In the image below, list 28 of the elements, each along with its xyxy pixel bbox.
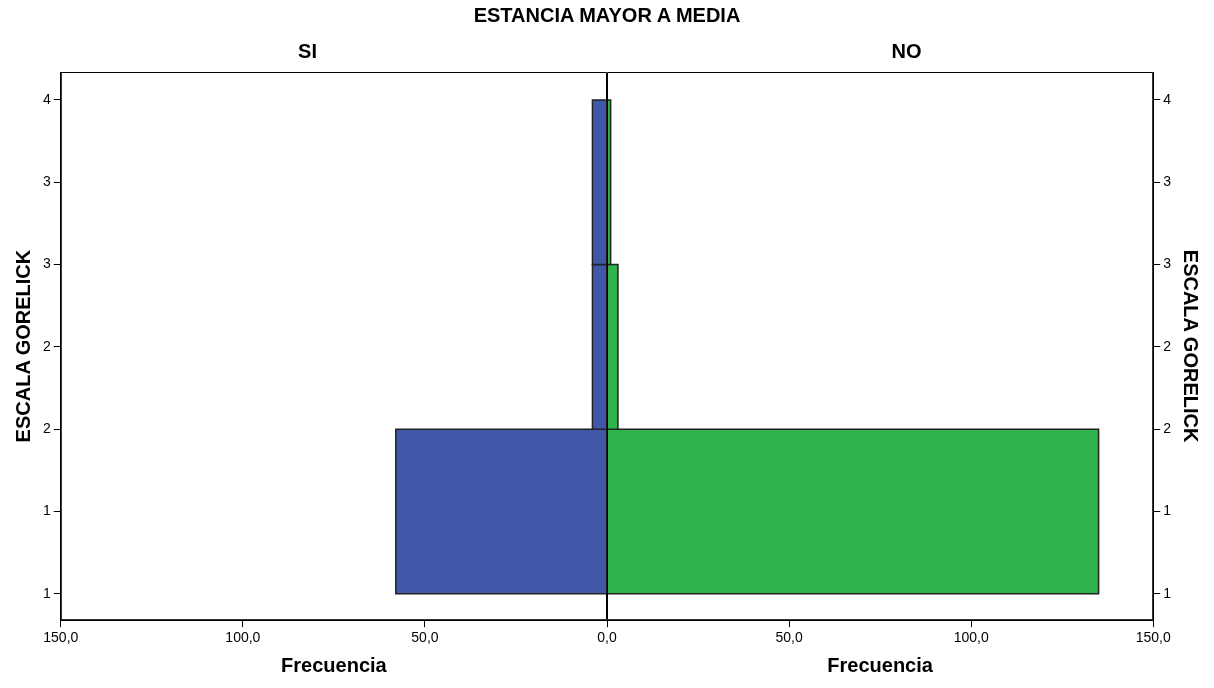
- y-tick-label: 4: [1163, 90, 1172, 107]
- y-tick-label: 4: [42, 90, 51, 107]
- x-tick-label: 150,0: [43, 629, 79, 646]
- y-tick-label: 2: [1163, 337, 1172, 354]
- y-tick-label: 2: [1163, 420, 1172, 437]
- y-axis-title: ESCALA GORELICK: [11, 249, 34, 443]
- x-axis-title: Frecuencia: [281, 653, 388, 676]
- y-tick-label: 2: [42, 420, 51, 437]
- y-tick-label: 3: [1163, 255, 1172, 272]
- y-tick-label: 1: [1163, 584, 1172, 601]
- chart-subtitle: SI: [298, 39, 317, 62]
- y-tick-label: 3: [42, 173, 51, 190]
- y-tick-label: 1: [1163, 502, 1172, 519]
- chart-subtitle: NO: [891, 39, 922, 62]
- y-tick-label: 3: [42, 255, 51, 272]
- y-axis-title: ESCALA GORELICK: [1180, 249, 1203, 443]
- y-tick-label: 1: [42, 584, 51, 601]
- x-tick-label: 150,0: [1135, 629, 1171, 646]
- x-tick-label: 50,0: [411, 629, 439, 646]
- x-axis-title: Frecuencia: [827, 653, 934, 676]
- x-tick-label: 100,0: [953, 629, 989, 646]
- x-tick-label: 50,0: [775, 629, 803, 646]
- y-tick-label: 3: [1163, 173, 1172, 190]
- x-tick-label: 0,0: [597, 629, 617, 646]
- x-tick-label: 100,0: [225, 629, 261, 646]
- y-tick-label: 2: [42, 337, 51, 354]
- y-tick-label: 1: [42, 502, 51, 519]
- chart-title: ESTANCIA MAYOR A MEDIA: [472, 4, 742, 27]
